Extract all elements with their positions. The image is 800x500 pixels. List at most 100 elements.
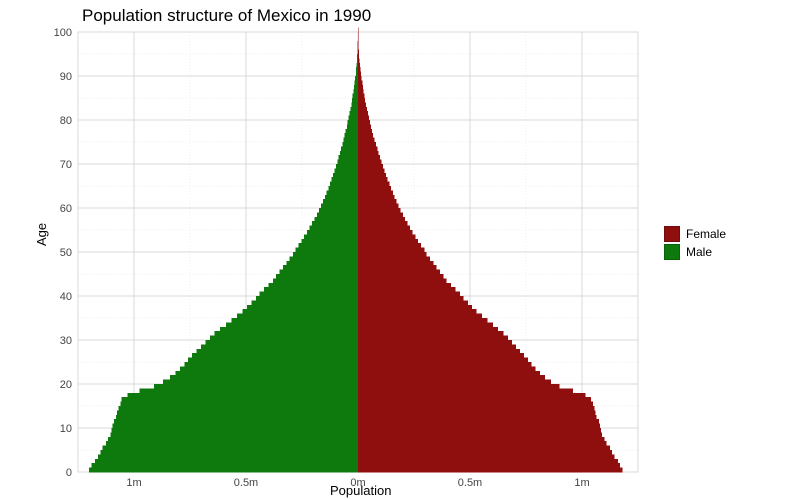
svg-text:50: 50 [60,247,72,259]
legend: Female Male [664,226,726,262]
bar-male-age-12 [116,415,358,420]
bar-female-age-33 [358,322,493,327]
bar-male-age-10 [113,424,358,429]
bar-male-age-70 [337,160,358,165]
bar-female-age-90 [358,72,361,77]
bar-female-age-9 [358,428,601,433]
bar-female-age-2 [358,459,618,464]
bar-female-age-57 [358,217,405,222]
bar-male-age-50 [295,248,358,253]
bar-male-age-74 [342,142,358,147]
bar-female-age-59 [358,208,401,213]
svg-text:20: 20 [60,379,72,391]
bar-female-age-74 [358,142,376,147]
bar-female-age-82 [358,107,367,112]
bar-female-age-1 [358,463,620,468]
bar-female-age-76 [358,133,373,138]
bar-female-age-92 [358,63,360,68]
bar-female-age-39 [358,296,463,301]
bar-male-age-92 [357,63,358,68]
bar-female-age-88 [358,80,362,85]
bar-female-age-35 [358,314,482,319]
bar-male-age-43 [273,278,358,283]
bar-female-age-73 [358,146,377,151]
bar-male-age-94 [357,54,358,59]
bar-male-age-5 [103,446,358,451]
bar-male-age-14 [118,406,358,411]
y-axis-label: Age [34,223,49,246]
bar-male-age-55 [310,226,358,231]
bar-male-age-62 [325,195,358,200]
bar-female-age-68 [358,168,384,173]
bar-male-age-66 [332,177,358,182]
bar-male-age-9 [112,428,358,433]
bar-male-age-40 [259,292,358,297]
bar-female-age-87 [358,85,363,90]
bar-male-age-90 [356,72,358,77]
bar-male-age-86 [353,89,358,94]
bar-female-age-26 [358,353,524,358]
bar-male-age-19 [154,384,358,389]
svg-text:10: 10 [60,423,72,435]
bar-male-age-52 [302,239,358,244]
bar-male-age-57 [315,217,358,222]
bar-female-age-79 [358,120,370,125]
bar-female-age-85 [358,94,364,99]
bar-female-age-89 [358,76,362,81]
legend-label: Male [686,245,712,259]
bar-male-age-29 [206,340,358,345]
bar-male-age-49 [293,252,358,257]
bar-male-age-18 [140,388,358,393]
bar-female-age-46 [358,265,437,270]
bar-female-age-49 [358,252,427,257]
bar-female-age-41 [358,287,456,292]
bar-male-age-61 [323,199,358,204]
bar-male-age-23 [180,366,358,371]
bar-female-age-16 [358,397,591,402]
bar-male-age-76 [345,133,358,138]
bar-male-age-1 [91,463,358,468]
svg-text:0.5m: 0.5m [458,477,482,489]
bar-female-age-24 [358,362,532,367]
bar-male-age-30 [210,336,358,341]
bar-male-age-56 [312,221,358,226]
bar-male-age-11 [114,419,358,424]
bar-female-age-56 [358,221,408,226]
bar-male-age-85 [353,94,358,99]
legend-item-female: Female [664,226,726,242]
bar-male-age-34 [231,318,358,323]
bar-male-age-71 [339,155,358,160]
bar-female-age-60 [358,204,399,209]
bar-female-age-71 [358,155,380,160]
bar-male-age-2 [95,459,358,464]
bar-female-age-64 [358,186,391,191]
bar-male-age-53 [304,234,358,239]
bar-female-age-52 [358,239,418,244]
bar-female-age-78 [358,124,371,129]
bar-female-age-12 [358,415,597,420]
bar-male-age-79 [348,120,358,125]
bar-male-age-83 [351,102,358,107]
bar-female-age-37 [358,305,472,310]
bar-male-age-51 [299,243,358,248]
bar-male-age-31 [215,331,358,336]
bar-female-age-11 [358,419,599,424]
bar-male-age-33 [226,322,358,327]
bar-male-age-77 [346,129,358,134]
bar-female-age-42 [358,283,451,288]
bar-female-age-48 [358,256,430,261]
bar-male-age-91 [356,67,358,72]
bar-female-age-47 [358,261,433,266]
bar-female-age-10 [358,424,600,429]
bar-male-age-0 [89,468,358,473]
bar-female-age-91 [358,67,360,72]
bar-male-age-16 [122,397,358,402]
bar-female-age-15 [358,402,593,407]
bar-male-age-73 [341,146,358,151]
bar-female-age-96 [358,45,359,50]
bar-female-age-72 [358,151,379,156]
bar-female-age-75 [358,138,375,143]
bar-female-age-83 [358,102,366,107]
legend-swatch-male [664,244,680,260]
bar-female-age-31 [358,331,504,336]
